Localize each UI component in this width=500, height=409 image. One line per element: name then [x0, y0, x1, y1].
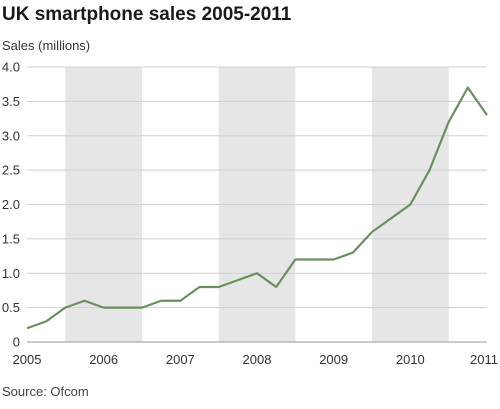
y-axis-label: Sales (millions): [2, 38, 91, 53]
y-tick-label: 1.0: [2, 266, 20, 281]
x-tick-label: 2007: [166, 352, 195, 367]
x-tick-label: 2005: [13, 352, 42, 367]
x-tick-label: 2008: [243, 352, 272, 367]
series-line: [26, 86, 488, 330]
x-tick-label: 2011: [470, 352, 498, 367]
y-tick-label: 3.0: [2, 128, 20, 143]
y-tick-label: 4.0: [2, 60, 20, 75]
y-tick-label: 2.5: [2, 163, 20, 178]
x-tick-label: 2010: [396, 352, 425, 367]
y-axis-ticks: 0 0.5 1.0 1.5 2.0 2.5 3.0 3.5 4.0: [2, 60, 20, 350]
x-axis-ticks: 2005 2006 2007 2008 2009 2010 2011: [13, 352, 498, 367]
chart-title: UK smartphone sales 2005-2011: [2, 4, 292, 25]
source-note: Source: Ofcom: [2, 384, 89, 399]
y-tick-label: 0.5: [2, 300, 20, 315]
y-tick-label: 0: [13, 335, 20, 350]
y-tick-label: 2.0: [2, 197, 20, 212]
y-tick-label: 1.5: [2, 231, 20, 246]
x-tick-label: 2009: [319, 352, 348, 367]
y-tick-label: 3.5: [2, 94, 20, 109]
x-tick-label: 2006: [89, 352, 118, 367]
